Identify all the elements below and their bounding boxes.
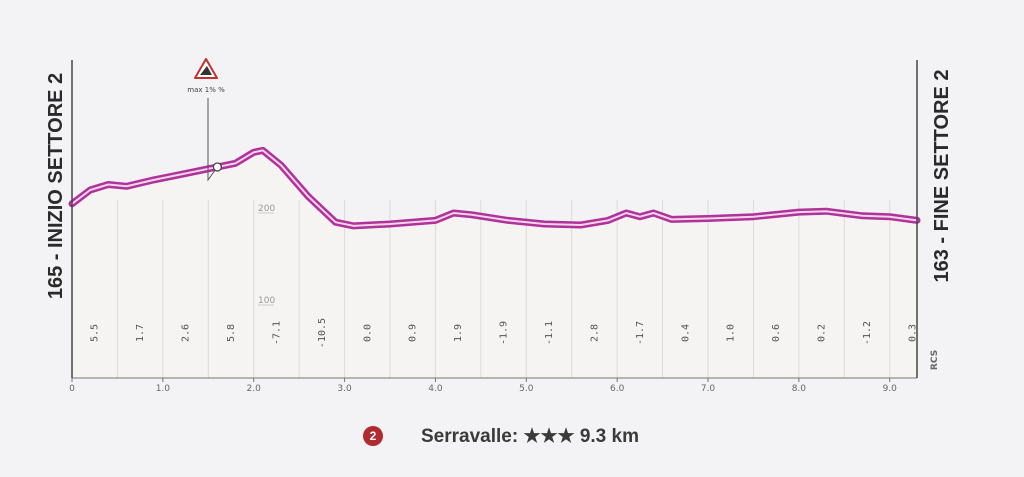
plot-background [72,150,917,378]
gradient-label: 2.6 [181,324,192,342]
x-tick-label: 3.0 [337,384,352,394]
x-tick-label: 5.0 [519,384,534,394]
x-axis: 0 1.0 2.0 3.0 4.0 5.0 6.0 7.0 8.0 9.0 [69,377,917,394]
altitude-tick-label: 100 [258,296,275,306]
x-tick-label: 8.0 [792,384,807,394]
profile-area [72,150,917,378]
gradient-label: 0.0 [362,324,373,342]
x-tick-label: 2.0 [247,384,262,394]
gradient-label: 1.0 [726,324,737,342]
legend: 2 Serravalle: ★★★ 9.3 km [363,426,639,447]
gradient-label: 5.8 [226,324,237,342]
gradient-label: 2.8 [589,324,600,342]
gradient-label: 0.9 [408,324,419,342]
end-label: 163 - FINE SETTORE 2 [931,69,953,282]
gradient-label: 0.6 [771,324,782,342]
gradient-label: 0.3 [907,324,918,342]
x-tick-label: 6.0 [610,384,625,394]
x-tick-label: 1.0 [156,384,171,394]
gradient-label: 5.5 [90,324,101,342]
x-tick-label: 0 [69,384,75,394]
grid-lines: 200 100 [116,200,891,378]
x-tick-label: 7.0 [701,384,716,394]
gradient-label: -1.1 [544,321,555,345]
gradient-label: 0.4 [680,324,691,342]
profile-line-inner [71,149,918,227]
gradient-label: -1.7 [635,321,646,345]
gradient-label: 1.7 [135,324,146,342]
gradient-label: -7.1 [271,321,282,345]
start-label: 165 - INIZIO SETTORE 2 [45,73,67,299]
gradient-label: -1.9 [499,321,510,345]
gradient-label: -10.5 [317,318,328,348]
steep-climb-glyph [200,66,212,75]
max-gradient-label: max 1% % [187,86,225,94]
legend-badge-number: 2 [370,429,377,443]
gradient-label: -1.2 [862,321,873,345]
annotation-leader [207,98,218,182]
annotation-point [212,162,223,172]
gradient-label: 0.2 [817,324,828,342]
climb-annotation: max 1% % [187,58,225,182]
brand-label: RCS [930,350,940,370]
x-tick-label: 9.0 [883,384,898,394]
legend-badge [363,426,383,446]
x-tick-label: 4.0 [428,384,443,394]
gradient-label: 1.9 [453,324,464,342]
side-labels: 165 - INIZIO SETTORE 2 163 - FINE SETTORE… [45,60,953,378]
profile-line [68,146,921,230]
altitude-tick-label: 200 [258,204,275,214]
gradient-labels: 5.5 1.7 2.6 5.8 -7.1 -10.5 0.0 0.9 1.9 -1.9 -1.1 2.… [90,318,919,348]
legend-text: Serravalle: ★★★ 9.3 km [421,426,639,447]
